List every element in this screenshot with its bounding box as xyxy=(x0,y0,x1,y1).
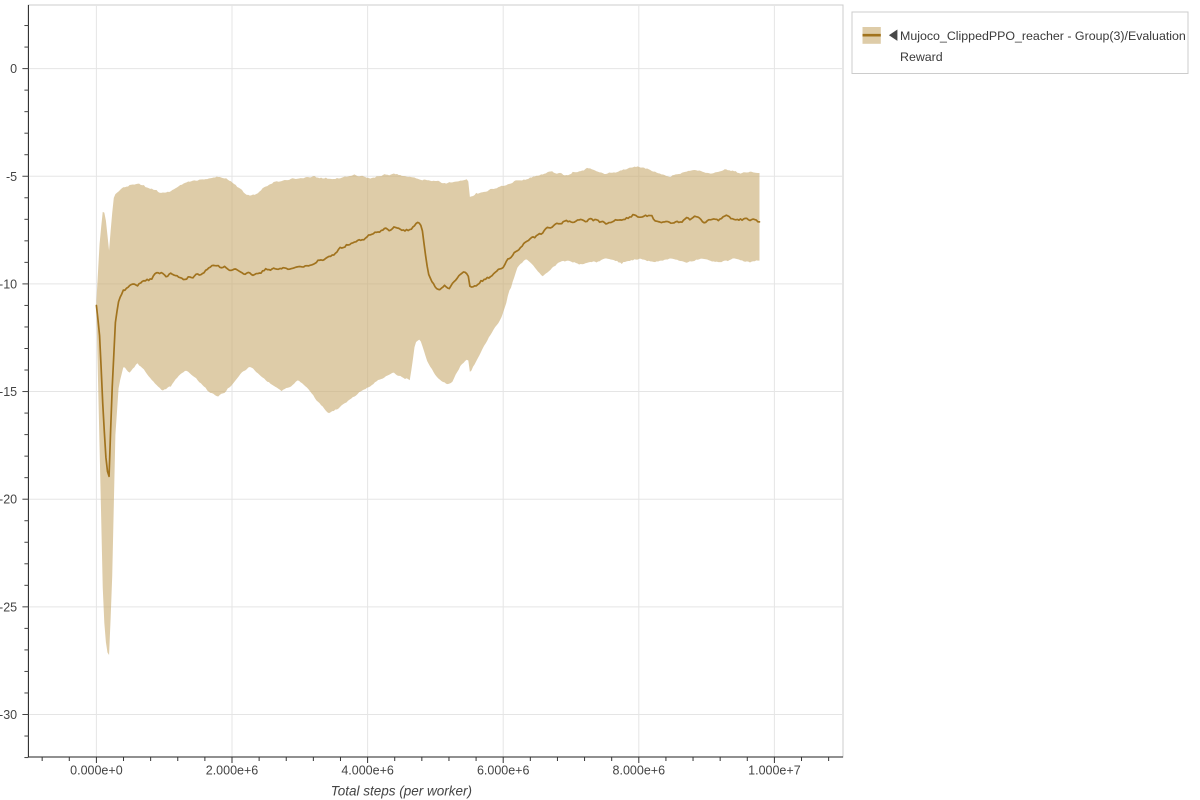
svg-text:4.000e+6: 4.000e+6 xyxy=(341,764,394,778)
svg-text:2.000e+6: 2.000e+6 xyxy=(206,764,259,778)
svg-text:Mujoco_ClippedPPO_reacher - Gr: Mujoco_ClippedPPO_reacher - Group(3)/Eva… xyxy=(900,29,1186,43)
svg-text:6.000e+6: 6.000e+6 xyxy=(477,764,530,778)
svg-text:8.000e+6: 8.000e+6 xyxy=(613,764,666,778)
svg-text:-25: -25 xyxy=(0,600,17,614)
svg-text:-10: -10 xyxy=(0,277,17,291)
svg-text:-15: -15 xyxy=(0,385,17,399)
svg-text:-5: -5 xyxy=(6,170,17,184)
svg-text:Total steps (per worker): Total steps (per worker) xyxy=(331,784,472,799)
svg-text:0.000e+0: 0.000e+0 xyxy=(70,764,123,778)
svg-text:Reward: Reward xyxy=(900,50,943,64)
svg-text:0: 0 xyxy=(10,62,17,76)
svg-text:1.000e+7: 1.000e+7 xyxy=(748,764,801,778)
svg-text:-30: -30 xyxy=(0,708,17,722)
svg-text:-20: -20 xyxy=(0,493,17,507)
